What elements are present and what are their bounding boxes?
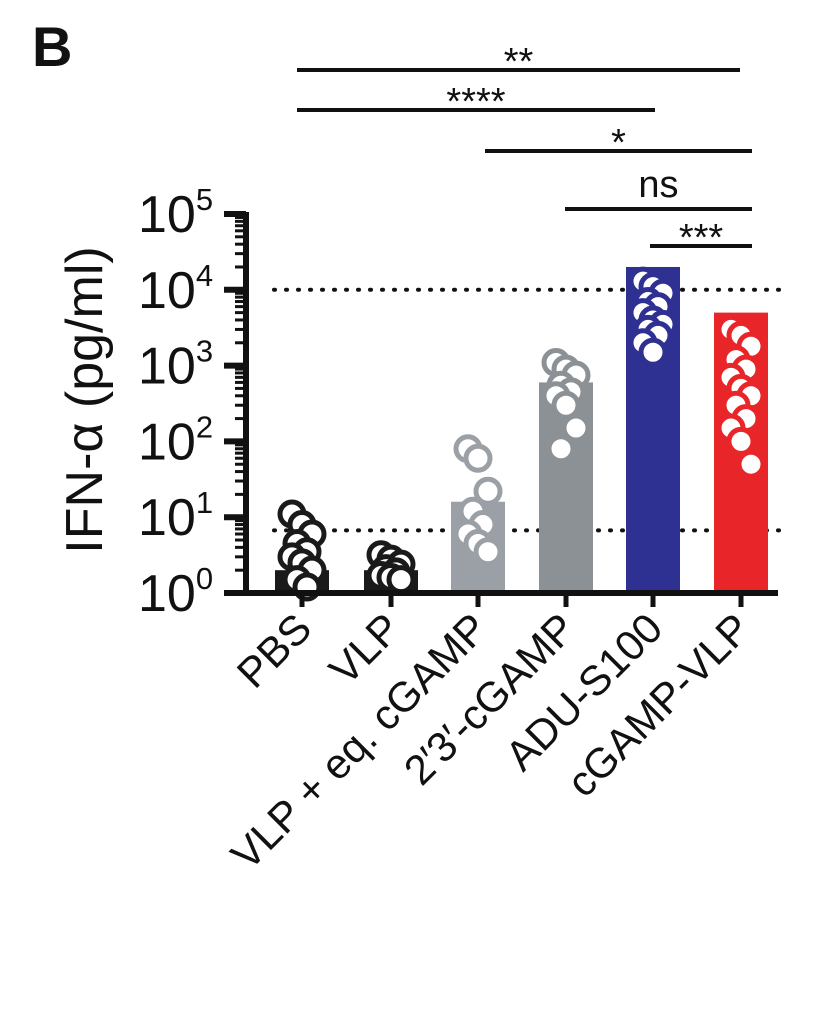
data-point [473, 537, 503, 567]
y-tick-label-3: 103 [138, 334, 213, 396]
reference-lines [272, 287, 792, 533]
y-tick-label-5: 105 [138, 182, 213, 244]
significance-label: ** [504, 41, 534, 83]
y-tick-label-2: 102 [138, 409, 213, 471]
data-point [726, 426, 756, 456]
y-axis-title: IFN-α (pg/ml) [56, 246, 114, 553]
y-tick-label-4: 104 [138, 258, 213, 320]
data-point [561, 413, 591, 443]
data-point [546, 434, 576, 464]
category-label-1: PBS [228, 604, 321, 697]
significance-brackets: *******ns*** [297, 41, 752, 259]
y-axis: 100 101 102 103 104 105 [138, 182, 778, 623]
data-point [551, 390, 581, 420]
data-points [277, 266, 766, 602]
significance-label: * [611, 122, 626, 164]
data-point [638, 337, 668, 367]
data-point [386, 565, 416, 595]
panel-label: B [32, 15, 72, 78]
data-point [463, 443, 493, 473]
significance-label: **** [446, 81, 505, 123]
significance-label: *** [679, 217, 724, 259]
data-point [736, 449, 766, 479]
y-tick-label-1: 101 [138, 485, 213, 547]
significance-label: ns [638, 164, 678, 206]
data-point [473, 476, 503, 506]
bars [275, 266, 768, 593]
y-tick-label-0: 100 [138, 561, 213, 623]
